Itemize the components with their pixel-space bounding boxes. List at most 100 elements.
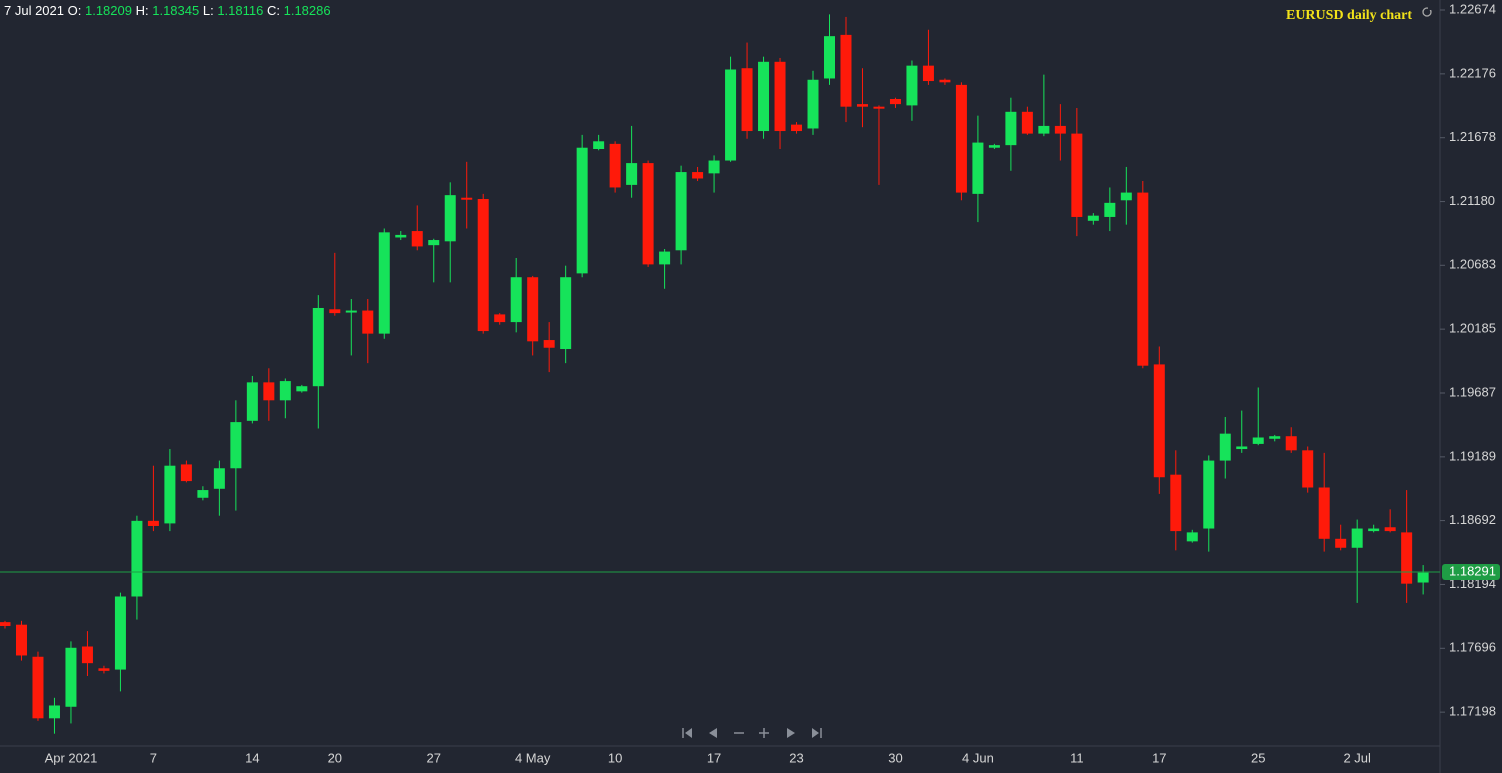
x-tick-label: 25 (1251, 750, 1265, 765)
candle-body (1302, 450, 1314, 488)
refresh-icon[interactable] (1422, 6, 1433, 17)
candle-body (65, 647, 77, 707)
candle-body (889, 98, 901, 105)
ohlc-label: C: (267, 3, 280, 18)
candle-body (32, 656, 44, 719)
candle-body (609, 143, 621, 188)
header-date: 7 Jul 2021 (4, 3, 64, 18)
candle-body (560, 277, 572, 350)
ohlc-label: H: (136, 3, 149, 18)
y-tick-label: 1.21180 (1449, 193, 1495, 208)
y-tick-label: 1.20185 (1449, 321, 1496, 336)
x-tick-label: 27 (427, 750, 441, 765)
candle-body (510, 277, 522, 323)
candle-body (1351, 528, 1363, 548)
candle-body (692, 172, 704, 179)
candle-body (48, 705, 60, 719)
nav-last[interactable] (812, 728, 822, 738)
candle-body (296, 386, 308, 392)
candle-body (725, 69, 737, 161)
candle-body (593, 141, 605, 149)
candle-body (708, 160, 720, 174)
candle-body (98, 668, 110, 671)
navigation (682, 728, 822, 738)
candle-body (1318, 487, 1330, 539)
y-tick-label: 1.18692 (1449, 512, 1496, 527)
candle-body (1236, 446, 1248, 450)
x-tick-label: 17 (1152, 750, 1166, 765)
nav-first[interactable] (682, 728, 692, 738)
x-tick-label: 7 (150, 750, 157, 765)
candle-body (1054, 125, 1066, 134)
candle-body (741, 68, 753, 132)
candle-body (758, 61, 770, 132)
candle-body (230, 422, 242, 469)
x-tick-label: 4 Jun (962, 750, 994, 765)
nav-forward[interactable] (787, 728, 795, 738)
candle-body (1005, 111, 1017, 146)
chart-title: EURUSD daily chart (1286, 8, 1412, 23)
last-price-tag (1442, 564, 1500, 581)
candle-body (131, 520, 143, 597)
candle-body (1203, 460, 1215, 529)
candle-body (395, 234, 407, 238)
candle-body (1071, 133, 1083, 217)
candle-body (312, 307, 324, 387)
candle-body (1285, 436, 1297, 451)
candle-body (197, 490, 209, 498)
candle-body (824, 36, 835, 79)
candle-body (164, 465, 176, 524)
candle-body (906, 65, 918, 106)
candle-body (411, 231, 423, 247)
y-tick-label: 1.19687 (1449, 384, 1496, 399)
nav-zoom-in[interactable] (759, 728, 769, 738)
candle-body (576, 147, 588, 274)
candle-body (939, 79, 951, 83)
candle-body (279, 381, 291, 401)
nav-back[interactable] (709, 728, 717, 738)
x-tick-label: Apr 2021 (45, 750, 98, 765)
y-tick-label: 1.19189 (1449, 448, 1496, 463)
candle-body (659, 251, 671, 265)
candle-body (147, 520, 159, 526)
ohlc-value: 1.18209 (85, 3, 132, 18)
x-tick-label: 10 (608, 750, 622, 765)
ohlc-label: O: (68, 3, 82, 18)
last-price-label: 1.18291 (1449, 563, 1496, 578)
candle-body (1219, 433, 1231, 461)
candle-body (1087, 215, 1099, 221)
candle-body (791, 124, 803, 132)
candle-body (362, 310, 374, 334)
plot-area (0, 14, 1429, 734)
candle-body (972, 142, 984, 194)
candle-body (345, 310, 357, 313)
candle-body (246, 382, 258, 421)
x-tick-label: 14 (245, 750, 259, 765)
x-tick-label: 30 (888, 750, 902, 765)
candle-body (1104, 202, 1116, 217)
candle-body (840, 34, 852, 107)
candle-body (807, 79, 819, 129)
candle-body (213, 468, 225, 489)
candle-body (0, 622, 11, 626)
ohlc-label: L: (203, 3, 214, 18)
candle-body (477, 199, 489, 332)
x-tick-label: 23 (789, 750, 803, 765)
x-tick-label: 17 (707, 750, 721, 765)
y-tick-label: 1.20683 (1449, 257, 1496, 272)
candle-body (955, 84, 967, 193)
candle-body (1384, 527, 1396, 532)
candle-body (1269, 436, 1281, 439)
ohlc-value: 1.18345 (152, 3, 199, 18)
ohlc-value: 1.18286 (284, 3, 331, 18)
candle-body (675, 172, 687, 251)
candle-body (114, 596, 126, 670)
candle-body (774, 61, 786, 132)
candle-body (873, 106, 885, 109)
candle-body (1021, 111, 1033, 134)
x-tick-label: 20 (328, 750, 342, 765)
candle-body (527, 277, 539, 342)
ohlc-header: 7 Jul 2021 O: 1.18209 H: 1.18345 L: 1.18… (4, 3, 331, 18)
